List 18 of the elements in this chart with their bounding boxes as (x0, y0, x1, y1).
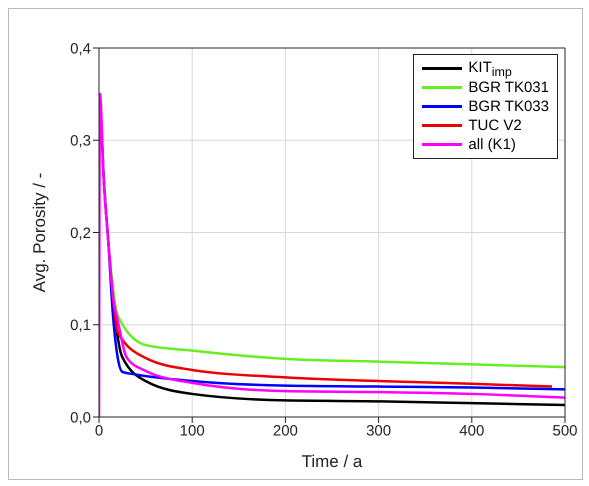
x-tick-label: 0 (94, 422, 104, 440)
x-tick-label: 400 (459, 422, 484, 440)
x-axis-title: Time / a (302, 452, 363, 471)
x-tick-label: 200 (272, 422, 298, 440)
y-axis-title: Avg. Porosity / - (30, 172, 50, 292)
legend-label: BGR TK031 (468, 79, 549, 96)
y-tick-label: 0,1 (70, 317, 91, 334)
legend-label: BGR TK033 (468, 98, 549, 115)
x-tick-label: 100 (180, 422, 205, 440)
legend-label: KIT$_{imp}$ (468, 58, 512, 78)
legend-label: TUC V2 (468, 117, 522, 134)
y-tick-label: 0,3 (70, 132, 91, 150)
y-tick-label: 0,0 (70, 409, 91, 426)
y-tick-label: 0,2 (70, 224, 91, 242)
legend-label: all (K1) (468, 136, 516, 153)
x-tick-label: 500 (552, 422, 578, 440)
x-tick-label: 300 (366, 422, 392, 440)
y-tick-label: 0,4 (70, 40, 91, 58)
